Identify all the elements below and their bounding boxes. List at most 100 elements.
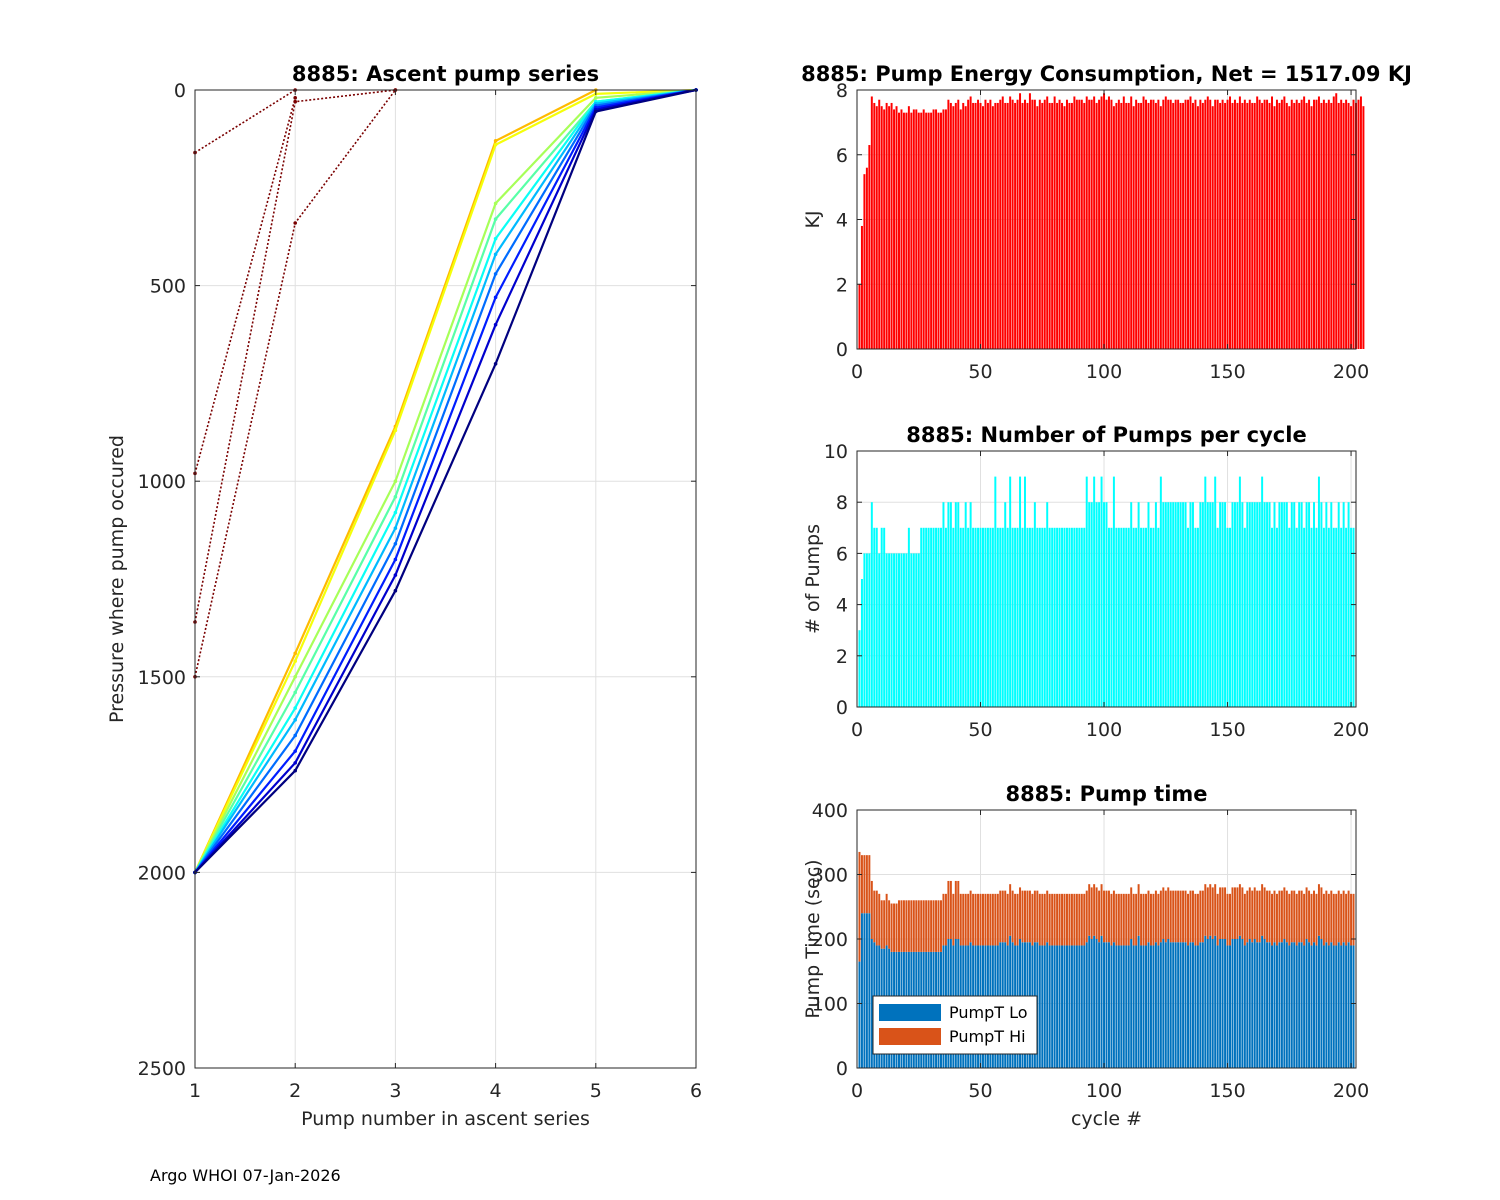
bar-hi — [1115, 893, 1118, 946]
bar — [1300, 99, 1303, 350]
bar — [1145, 99, 1148, 350]
bar — [880, 106, 883, 349]
bar — [1278, 502, 1281, 707]
bar-hi — [1046, 890, 1049, 943]
bar — [910, 112, 913, 349]
bar-hi — [868, 855, 871, 914]
bar-hi — [1038, 893, 1041, 946]
bar — [979, 527, 982, 707]
series-line — [194, 88, 697, 874]
bar — [1362, 106, 1365, 349]
bar — [935, 527, 938, 707]
bar — [1315, 527, 1318, 707]
bar-hi — [935, 900, 938, 952]
bar — [1115, 102, 1118, 349]
bar-hi — [932, 900, 935, 952]
bar-lo — [1043, 945, 1046, 1068]
bar-hi — [1295, 893, 1298, 946]
bar — [1199, 502, 1202, 707]
bar-hi — [1320, 887, 1323, 939]
bar — [1280, 99, 1283, 350]
bar — [944, 527, 947, 707]
bar — [1105, 502, 1108, 707]
bar — [1258, 99, 1261, 350]
bar — [1001, 96, 1004, 349]
series-point — [393, 541, 398, 546]
bar — [1256, 502, 1259, 707]
bar-lo — [1241, 939, 1244, 1068]
bar — [1350, 106, 1353, 349]
bar-hi — [870, 880, 873, 939]
bar-hi — [1201, 890, 1204, 943]
series-line — [194, 97, 296, 474]
bar — [898, 553, 900, 707]
bar — [1345, 527, 1348, 707]
x-tick-label: 200 — [1333, 719, 1369, 741]
bar-lo — [1261, 935, 1264, 1068]
bar — [986, 102, 989, 349]
bar — [1322, 99, 1325, 350]
bar — [981, 106, 984, 349]
bar — [1261, 102, 1264, 349]
bar — [1021, 102, 1024, 349]
bar-lo — [1174, 942, 1177, 1068]
bar-lo — [1135, 945, 1138, 1068]
bar — [1112, 106, 1115, 349]
bar — [986, 527, 989, 707]
bar — [969, 502, 972, 707]
bar — [930, 527, 933, 707]
bar — [1063, 106, 1066, 349]
bar-hi — [1352, 893, 1355, 946]
bar — [888, 106, 891, 349]
bar-lo — [1038, 945, 1041, 1068]
bar-hi — [1310, 893, 1313, 946]
y-tick-label: 1000 — [138, 471, 186, 493]
bar — [1229, 527, 1232, 707]
bar-hi — [1095, 887, 1098, 939]
bar-hi — [1317, 884, 1320, 936]
bar-lo — [1253, 939, 1256, 1068]
bar — [1347, 502, 1350, 707]
bar-hi — [1001, 890, 1004, 943]
bar-lo — [1263, 939, 1266, 1068]
bar — [1352, 527, 1355, 707]
bar — [905, 553, 908, 707]
bar-lo — [1325, 942, 1328, 1068]
bar-hi — [1290, 890, 1293, 943]
bar-hi — [1283, 887, 1286, 939]
bar — [1340, 527, 1343, 707]
bar — [1105, 99, 1108, 350]
bar-hi — [957, 880, 960, 939]
series-point — [594, 109, 598, 114]
bar — [1182, 102, 1185, 349]
bar-hi — [1298, 890, 1301, 943]
bar-hi — [1169, 890, 1172, 943]
bar-hi — [1184, 890, 1187, 943]
bar-lo — [1145, 945, 1148, 1068]
bar-lo — [1335, 945, 1338, 1068]
bar-lo — [1095, 939, 1098, 1068]
bar — [977, 527, 980, 707]
bar-hi — [917, 900, 920, 952]
bar-lo — [1063, 945, 1066, 1068]
bar — [959, 109, 962, 349]
bar — [1080, 99, 1083, 350]
bar — [1211, 502, 1214, 707]
bar — [1078, 99, 1081, 350]
bar — [989, 99, 992, 350]
bar-hi — [920, 900, 923, 952]
bar-lo — [1105, 942, 1108, 1068]
bar — [880, 527, 883, 707]
bar-hi — [944, 893, 947, 946]
chart-title: 8885: Pump time — [1005, 782, 1207, 806]
bar — [1031, 99, 1034, 350]
bar-hi — [1233, 887, 1236, 939]
bar — [1164, 502, 1167, 707]
bar — [1303, 96, 1306, 349]
bar — [888, 553, 891, 707]
bar — [917, 112, 920, 349]
bar-hi — [1157, 893, 1160, 946]
bar-hi — [1167, 887, 1170, 939]
bar — [1043, 99, 1046, 350]
bar-hi — [1189, 890, 1192, 943]
